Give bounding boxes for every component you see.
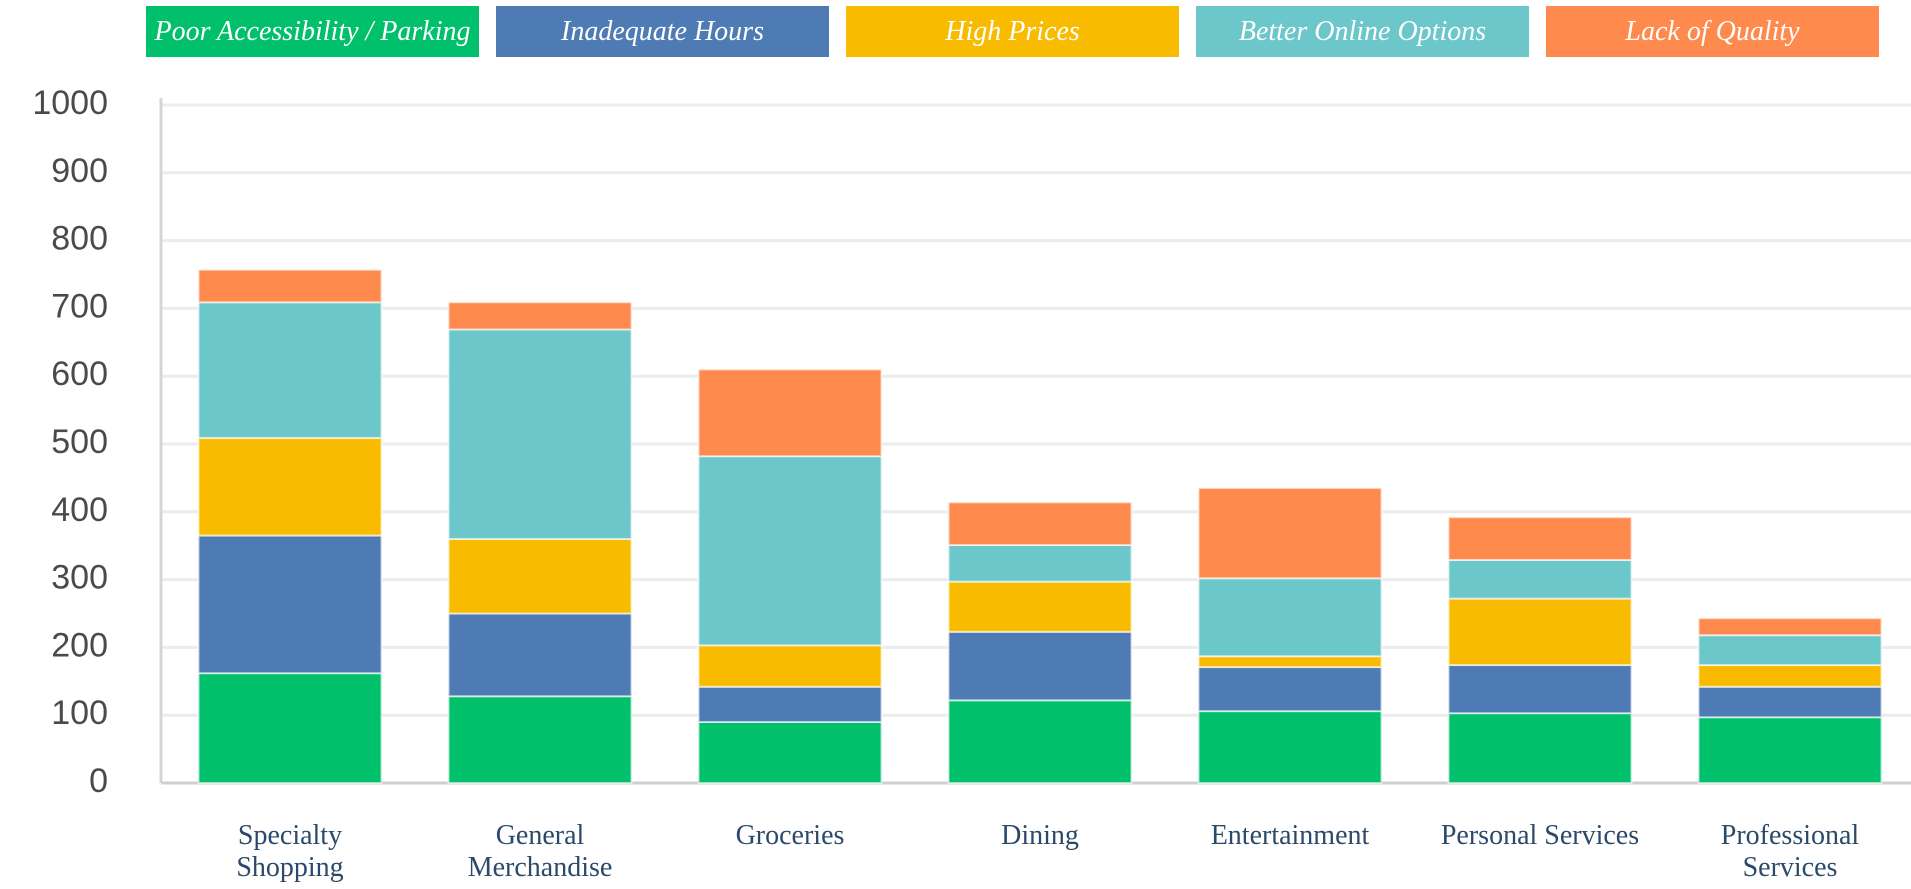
bar-segment [1197, 577, 1383, 658]
bar-segment [947, 580, 1133, 633]
bar-segment [197, 534, 383, 675]
y-tick-label: 900 [51, 152, 108, 190]
bar-segment [1197, 487, 1383, 580]
x-tick-label: General Merchandise [467, 820, 613, 883]
y-tick-label: 400 [51, 491, 108, 529]
bar-segment [1197, 666, 1383, 713]
bar-segment [197, 301, 383, 439]
bar-segment [1697, 664, 1883, 688]
y-tick-label: 500 [51, 423, 108, 461]
bar-segment [1197, 655, 1383, 669]
bar-segment [1447, 516, 1633, 561]
bar-segment [697, 455, 883, 647]
bar-segment [1197, 710, 1383, 785]
bar-segment [197, 672, 383, 784]
bar-segment [197, 268, 383, 304]
bar-segment [1697, 716, 1883, 785]
bar-segment [1447, 712, 1633, 785]
x-tick-label: Personal Services [1440, 820, 1640, 851]
y-tick-label: 100 [51, 694, 108, 732]
bar-segment [197, 436, 383, 537]
bar-segment [697, 368, 883, 458]
bar-segment [1697, 617, 1883, 637]
legend-item: Lack of Quality [1546, 6, 1879, 57]
bar-segment [447, 695, 633, 784]
bar-segment [447, 328, 633, 540]
bar-segment [1697, 685, 1883, 719]
x-tick-label: Professional Services [1720, 820, 1860, 883]
bar-segment [697, 720, 883, 784]
y-tick-label: 800 [51, 220, 108, 258]
bar-segment [1447, 597, 1633, 667]
legend-item: High Prices [846, 6, 1179, 57]
x-tick-label: Groceries [735, 820, 845, 851]
y-tick-label: 700 [51, 287, 108, 325]
bar-segment [447, 612, 633, 698]
bar-segment [1447, 558, 1633, 600]
legend-item: Inadequate Hours [496, 6, 829, 57]
bar-segment [947, 699, 1133, 784]
y-tick-label: 0 [89, 762, 108, 800]
bar-segment [697, 644, 883, 688]
x-tick-label: Entertainment [1210, 820, 1370, 851]
x-tick-label: Specialty Shopping [236, 820, 344, 883]
y-tick-label: 1000 [32, 84, 108, 122]
bar-segment [697, 685, 883, 723]
bar-segment [447, 537, 633, 615]
y-tick-label: 300 [51, 559, 108, 597]
x-tick-label: Dining [1001, 820, 1079, 851]
bar-segment [947, 630, 1133, 702]
bar-segment [947, 501, 1133, 547]
bar-segment [1697, 634, 1883, 667]
legend-item: Poor Accessibility / Parking [146, 6, 479, 57]
bar-segment [447, 301, 633, 331]
y-tick-label: 600 [51, 355, 108, 393]
y-tick-label: 200 [51, 626, 108, 664]
bar-segment [1447, 664, 1633, 715]
bar-segment [947, 544, 1133, 583]
legend-item: Better Online Options [1196, 6, 1529, 57]
